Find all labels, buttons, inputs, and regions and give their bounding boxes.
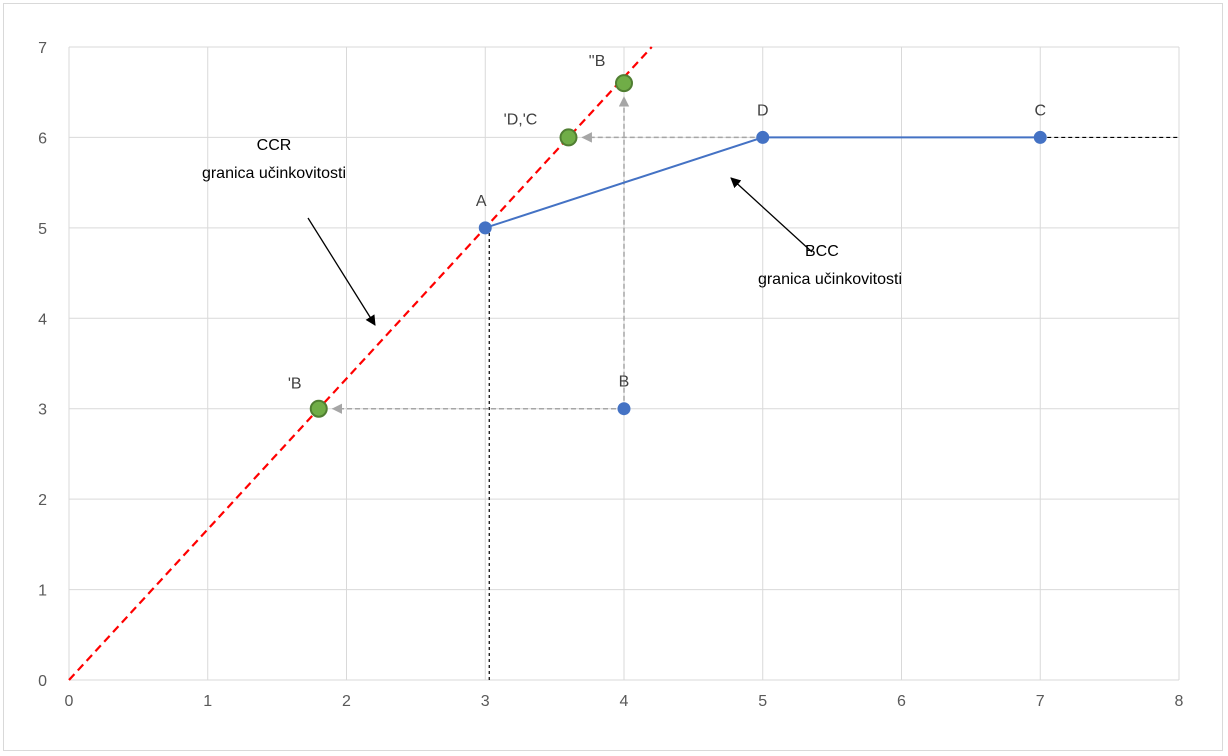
ccr-frontier-line bbox=[68, 46, 653, 681]
x-tick-label: 5 bbox=[758, 693, 767, 710]
y-tick-label: 6 bbox=[38, 130, 47, 147]
point-d bbox=[756, 130, 770, 144]
point-label: B bbox=[619, 374, 630, 391]
ccr-annotation-line1: CCR bbox=[257, 137, 292, 154]
point-b bbox=[617, 402, 631, 416]
x-tick-label: 0 bbox=[65, 693, 74, 710]
projected-point bbox=[615, 74, 633, 93]
projection-label: 'D,'C bbox=[504, 111, 538, 128]
projected-point bbox=[559, 128, 578, 147]
ccr-annotation-arrow bbox=[307, 217, 376, 326]
x-tick-label: 6 bbox=[897, 693, 906, 710]
point-a bbox=[478, 221, 492, 235]
tick-labels: 0 1 2 3 4 5 6 7 8 0 1 2 3 4 5 6 7 bbox=[38, 40, 1183, 710]
projected-point bbox=[309, 399, 328, 418]
bcc-annotation-line2: granica učinkovitosti bbox=[758, 271, 902, 288]
point-labels: A B C D 'B 'D,'C ''B bbox=[288, 53, 1046, 393]
y-tick-label: 4 bbox=[38, 311, 47, 328]
point-c bbox=[1033, 130, 1047, 144]
point-label: A bbox=[476, 193, 487, 210]
chart-frame bbox=[3, 3, 1223, 751]
x-tick-label: 1 bbox=[203, 693, 212, 710]
bcc-annotation-arrow bbox=[730, 177, 813, 253]
point-label: C bbox=[1034, 102, 1046, 119]
y-tick-label: 3 bbox=[38, 402, 47, 419]
y-tick-label: 1 bbox=[38, 583, 47, 600]
projection-label: ''B bbox=[589, 53, 606, 70]
projection-label: 'B bbox=[288, 376, 302, 393]
x-tick-label: 4 bbox=[620, 693, 629, 710]
ccr-annotation-line2: granica učinkovitosti bbox=[202, 165, 346, 182]
x-tick-label: 3 bbox=[481, 693, 490, 710]
ccr-annotation: CCR granica učinkovitosti bbox=[202, 137, 376, 326]
bcc-annotation-line1: BCC bbox=[805, 243, 839, 260]
y-tick-label: 2 bbox=[38, 492, 47, 509]
chart-marks bbox=[68, 46, 1179, 681]
bcc-annotation: BCC granica učinkovitosti bbox=[730, 177, 902, 288]
y-tick-label: 5 bbox=[38, 221, 47, 238]
y-tick-label: 7 bbox=[38, 40, 47, 57]
x-tick-label: 7 bbox=[1036, 693, 1045, 710]
point-label: D bbox=[757, 102, 769, 119]
x-tick-label: 2 bbox=[342, 693, 351, 710]
gridlines bbox=[68, 46, 1180, 681]
x-tick-label: 8 bbox=[1175, 693, 1184, 710]
y-tick-label: 0 bbox=[38, 673, 47, 690]
